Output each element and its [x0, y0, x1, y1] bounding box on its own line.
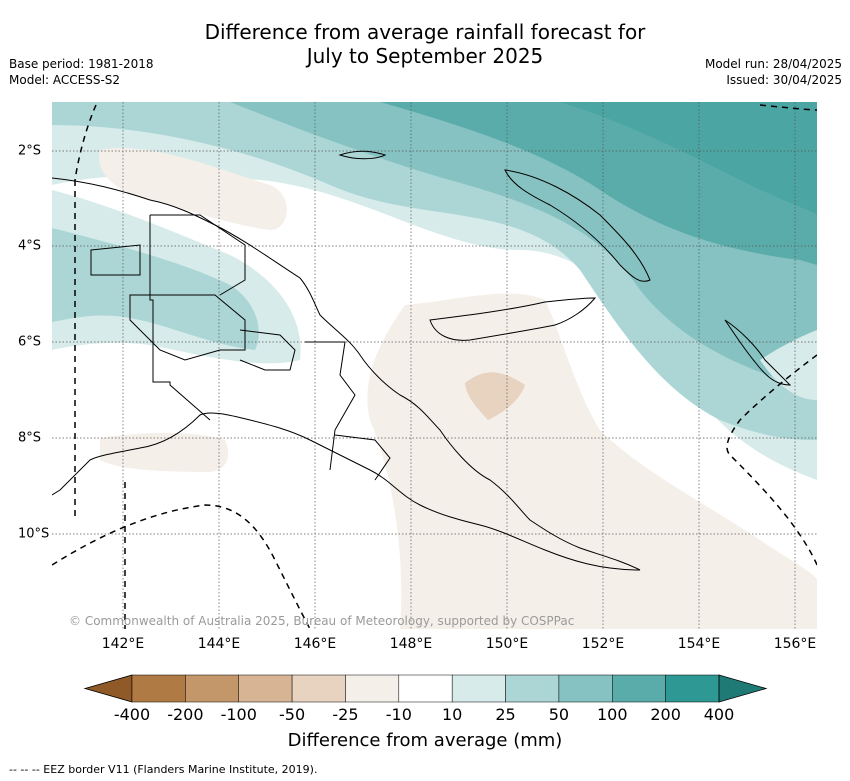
- lat-label-2s: 2°S: [18, 143, 42, 159]
- band-neg-north: [99, 148, 287, 230]
- colorbar-segment: [558, 674, 613, 703]
- meta-left: Base period: 1981-2018 Model: ACCESS-S2: [9, 56, 154, 88]
- band-neg-central-25-50: [465, 372, 525, 420]
- base-period: Base period: 1981-2018: [9, 57, 154, 71]
- band-100-200: [380, 102, 817, 265]
- colorbar-tick-label: -100: [220, 705, 257, 724]
- colorbar-segment: [665, 674, 720, 703]
- colorbar-segment: [505, 674, 560, 703]
- manus-coast: [338, 150, 387, 160]
- eez-note: -- -- -- EEZ border V11 (Flanders Marine…: [9, 763, 318, 776]
- band-se-10-25: [760, 330, 817, 400]
- colorbar-tick-label: 100: [596, 705, 628, 724]
- lon-label-152e: 152°E: [581, 636, 625, 652]
- coastlines: [52, 150, 792, 571]
- graticule: [52, 102, 817, 629]
- new-britain-coast: [429, 297, 597, 341]
- province-border-1: [90, 244, 141, 276]
- lon-label-154e: 154°E: [677, 636, 721, 652]
- eez-borders: [52, 104, 817, 629]
- colorbar-segment: [612, 674, 666, 703]
- new-guinea-coast: [52, 177, 641, 571]
- province-border-2: [129, 294, 246, 361]
- lon-label-142e: 142°E: [101, 636, 145, 652]
- title-line-1: Difference from average rainfall forecas…: [204, 20, 646, 44]
- province-border-5: [305, 341, 356, 471]
- band-200-400: [560, 102, 817, 215]
- model-name: Model: ACCESS-S2: [9, 73, 121, 87]
- colorbar-segment: [345, 674, 400, 703]
- colorbar-tick-label: -10: [385, 705, 412, 724]
- colorbar-segment: [238, 674, 293, 703]
- new-ireland-coast: [504, 169, 651, 282]
- colorbar-tick-label: 400: [703, 705, 735, 724]
- credit-text: © Commonwealth of Australia 2025, Bureau…: [69, 614, 575, 628]
- province-border-6: [334, 434, 391, 481]
- bougainville-coast: [724, 319, 792, 386]
- province-border-4: [239, 329, 296, 371]
- colorbar-tick-label: 10: [441, 705, 463, 724]
- colorbar-tick-label: -200: [167, 705, 204, 724]
- band-west-25-50: [52, 228, 259, 350]
- border-png-indonesia: [149, 215, 211, 421]
- province-border-3: [150, 214, 246, 296]
- issued-date: Issued: 30/04/2025: [726, 73, 842, 87]
- colorbar-extend-low: [83, 674, 133, 703]
- meta-right: Model run: 28/04/2025 Issued: 30/04/2025: [705, 56, 842, 88]
- colorbar-segment: [398, 674, 453, 703]
- colorbar-segment: [131, 674, 186, 703]
- colorbar-tick-label: 200: [650, 705, 681, 724]
- lon-label-144e: 144°E: [197, 636, 241, 652]
- rainfall-shading: [52, 102, 817, 629]
- lat-label-6s: 6°S: [18, 334, 42, 350]
- map-title: Difference from average rainfall forecas…: [0, 20, 850, 68]
- colorbar-tick-label: 50: [548, 705, 570, 724]
- colorbar-title: Difference from average (mm): [287, 730, 563, 751]
- band-neg-sw: [100, 432, 229, 472]
- lat-label-10s: 10°S: [18, 526, 50, 542]
- colorbar-tick-label: 25: [495, 705, 516, 724]
- lon-label-156e: 156°E: [773, 636, 817, 652]
- colorbar-tick-label: -25: [332, 705, 359, 724]
- colorbar-segment: [185, 674, 239, 703]
- colorbar-segment: [451, 674, 506, 703]
- title-line-2: July to September 2025: [306, 44, 544, 68]
- lon-label-150e: 150°E: [485, 636, 529, 652]
- colorbar-tick-label: -400: [113, 705, 151, 724]
- lon-label-146e: 146°E: [293, 636, 337, 652]
- colorbar-extend-high: [718, 674, 768, 703]
- colorbar-tick-label: -50: [279, 705, 306, 724]
- lat-label-4s: 4°S: [18, 238, 42, 254]
- colorbar-segment: [291, 674, 346, 703]
- lat-label-8s: 8°S: [18, 430, 42, 446]
- lon-label-148e: 148°E: [389, 636, 433, 652]
- model-run: Model run: 28/04/2025: [704, 57, 842, 71]
